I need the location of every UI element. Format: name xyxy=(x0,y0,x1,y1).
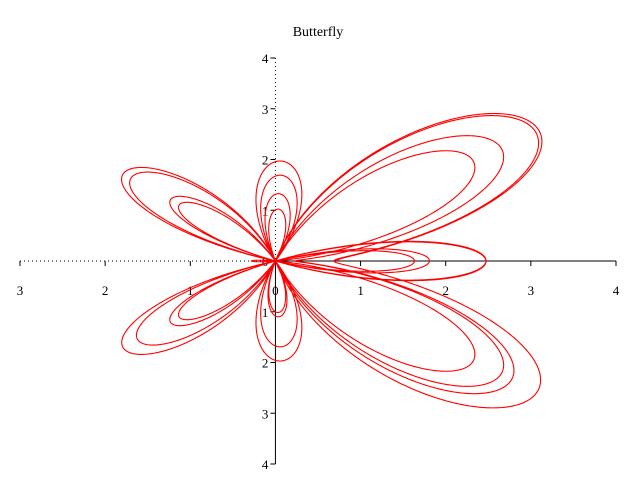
y-tick-label: 3 xyxy=(262,102,269,117)
y-tick-label: 2 xyxy=(262,356,269,371)
x-tick-label: 4 xyxy=(613,283,620,298)
curves xyxy=(120,112,543,409)
axes xyxy=(20,58,616,464)
x-tick-label: 0 xyxy=(272,283,279,298)
x-tick-label: 1 xyxy=(187,283,194,298)
y-tick-label: 1 xyxy=(262,305,269,320)
x-tick-label: 2 xyxy=(442,283,449,298)
butterfly-curve xyxy=(120,112,543,409)
y-tick-label: 2 xyxy=(262,153,269,168)
x-tick-label: 3 xyxy=(528,283,535,298)
x-tick-label: 1 xyxy=(357,283,364,298)
y-tick-label: 4 xyxy=(262,51,269,66)
x-tick-label: 2 xyxy=(102,283,109,298)
x-tick-label: 3 xyxy=(17,283,24,298)
y-tick-label: 4 xyxy=(262,457,269,472)
y-tick-label: 3 xyxy=(262,406,269,421)
chart-title: Butterfly xyxy=(293,25,344,40)
